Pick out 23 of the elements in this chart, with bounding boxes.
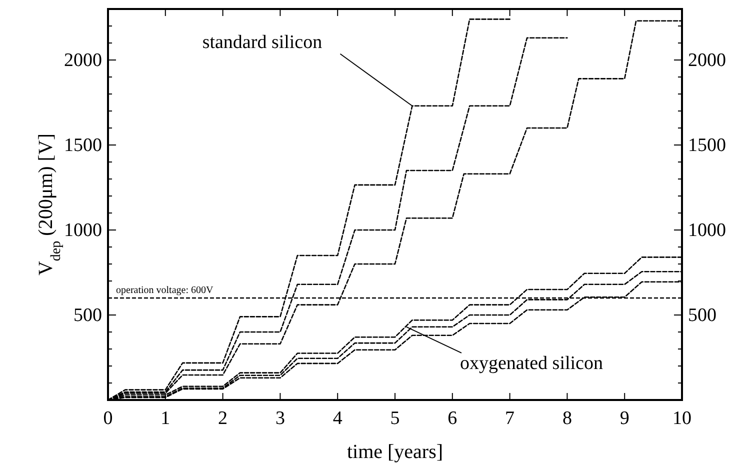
y-tick-label: 500 [74,305,102,326]
y2-tick-label: 1000 [688,220,726,241]
y-tick-label: 1500 [64,135,102,156]
annotation: standard silicon [202,32,323,53]
x-tick-label: 3 [275,408,285,429]
x-tick-label: 2 [218,408,228,429]
x-tick-label: 4 [332,408,343,429]
x-tick-label: 8 [562,408,572,429]
x-tick-label: 6 [448,408,458,429]
x-tick-label: 5 [390,408,400,429]
x-tick-label: 1 [160,408,170,429]
y2-tick-label: 500 [688,305,716,326]
y2-tick-label: 2000 [688,50,726,71]
ref-line-label: operation voltage: 600V [116,285,214,296]
x-tick-label: 10 [672,408,692,429]
y2-tick-label: 1500 [688,135,726,156]
x-tick-label: 7 [505,408,515,429]
x-axis-title: time [years] [346,441,444,463]
x-tick-label: 0 [103,408,113,429]
x-tick-label: 9 [620,408,630,429]
y-tick-label: 2000 [64,50,102,71]
y-tick-label: 1000 [64,220,102,241]
annotation: oxygenated silicon [460,352,604,374]
